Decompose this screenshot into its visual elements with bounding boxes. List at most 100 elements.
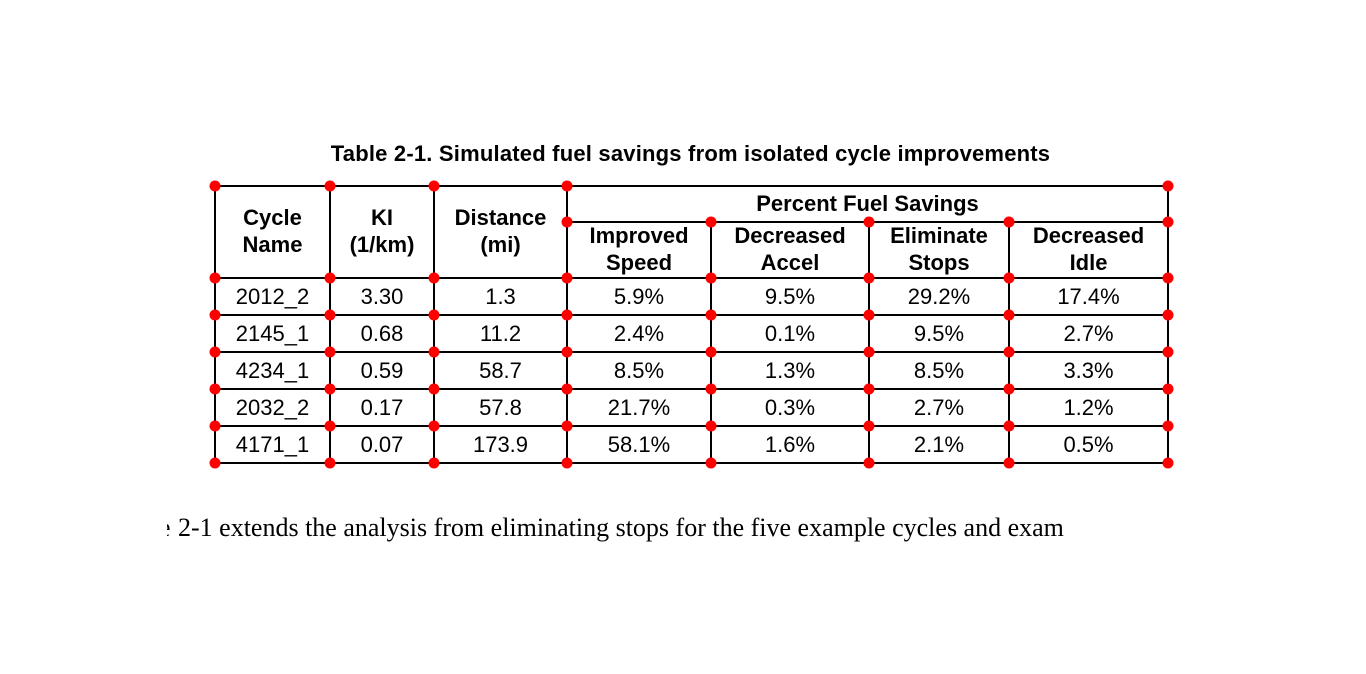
cell-distance: 58.7	[433, 351, 568, 390]
cell-ki: 3.30	[329, 277, 435, 316]
corner-marker-dot[interactable]	[561, 346, 573, 358]
corner-marker-dot[interactable]	[1003, 346, 1015, 358]
cell-distance: 57.8	[433, 388, 568, 427]
corner-marker-dot[interactable]	[561, 216, 573, 228]
corner-marker-dot[interactable]	[1003, 457, 1015, 469]
corner-marker-dot[interactable]	[561, 180, 573, 192]
table-row: 2032_2 0.17 57.8 21.7% 0.3% 2.7% 1.2%	[214, 388, 1170, 427]
corner-marker-dot[interactable]	[705, 216, 717, 228]
cell-distance: 11.2	[433, 314, 568, 353]
corner-marker-dot[interactable]	[209, 180, 221, 192]
cell-eliminate-stops: 8.5%	[868, 351, 1010, 390]
corner-marker-dot[interactable]	[705, 420, 717, 432]
corner-marker-dot[interactable]	[561, 420, 573, 432]
cell-eliminate-stops: 29.2%	[868, 277, 1010, 316]
corner-marker-dot[interactable]	[324, 309, 336, 321]
corner-marker-dot[interactable]	[324, 272, 336, 284]
cell-decreased-accel: 0.1%	[710, 314, 870, 353]
corner-marker-dot[interactable]	[1003, 309, 1015, 321]
corner-marker-dot[interactable]	[705, 457, 717, 469]
table-row: 4234_1 0.59 58.7 8.5% 1.3% 8.5% 3.3%	[214, 351, 1170, 390]
corner-marker-dot[interactable]	[705, 309, 717, 321]
corner-marker-dot[interactable]	[209, 346, 221, 358]
cell-eliminate-stops: 2.7%	[868, 388, 1010, 427]
corner-marker-dot[interactable]	[428, 309, 440, 321]
cell-improved-speed: 8.5%	[566, 351, 712, 390]
corner-marker-dot[interactable]	[1162, 383, 1174, 395]
corner-marker-dot[interactable]	[209, 309, 221, 321]
corner-marker-dot[interactable]	[428, 383, 440, 395]
cell-ki: 0.59	[329, 351, 435, 390]
corner-marker-dot[interactable]	[324, 180, 336, 192]
cell-cycle-name: 2012_2	[214, 277, 331, 316]
corner-marker-dot[interactable]	[428, 457, 440, 469]
col-header-cycle-name: Cycle Name	[214, 185, 331, 279]
table-wrapper: Cycle Name KI (1/km) Distance (mi) Perce…	[209, 180, 1174, 469]
corner-marker-dot[interactable]	[705, 346, 717, 358]
corner-marker-dot[interactable]	[705, 383, 717, 395]
corner-marker-dot[interactable]	[1162, 457, 1174, 469]
corner-marker-dot[interactable]	[1162, 180, 1174, 192]
corner-marker-dot[interactable]	[561, 309, 573, 321]
cell-eliminate-stops: 9.5%	[868, 314, 1010, 353]
cell-decreased-accel: 0.3%	[710, 388, 870, 427]
corner-marker-dot[interactable]	[324, 420, 336, 432]
cell-ki: 0.07	[329, 425, 435, 464]
cell-cycle-name: 4234_1	[214, 351, 331, 390]
corner-marker-dot[interactable]	[428, 272, 440, 284]
cell-cycle-name: 4171_1	[214, 425, 331, 464]
fuel-savings-table: Cycle Name KI (1/km) Distance (mi) Perce…	[214, 185, 1170, 464]
cell-ki: 0.17	[329, 388, 435, 427]
corner-marker-dot[interactable]	[705, 272, 717, 284]
corner-marker-dot[interactable]	[863, 346, 875, 358]
corner-marker-dot[interactable]	[561, 383, 573, 395]
corner-marker-dot[interactable]	[561, 272, 573, 284]
corner-marker-dot[interactable]	[324, 457, 336, 469]
corner-marker-dot[interactable]	[324, 346, 336, 358]
corner-marker-dot[interactable]	[1003, 383, 1015, 395]
corner-marker-dot[interactable]	[209, 383, 221, 395]
corner-marker-dot[interactable]	[1162, 216, 1174, 228]
corner-marker-dot[interactable]	[1162, 272, 1174, 284]
cell-decreased-accel: 9.5%	[710, 277, 870, 316]
corner-marker-dot[interactable]	[324, 383, 336, 395]
cell-decreased-accel: 1.6%	[710, 425, 870, 464]
corner-marker-dot[interactable]	[428, 420, 440, 432]
col-header-decreased-idle: Decreased Idle	[1007, 221, 1170, 279]
cell-decreased-idle: 2.7%	[1007, 314, 1170, 353]
corner-marker-dot[interactable]	[863, 272, 875, 284]
corner-marker-dot[interactable]	[1162, 346, 1174, 358]
cell-distance: 1.3	[433, 277, 568, 316]
table-row: 4171_1 0.07 173.9 58.1% 1.6% 2.1% 0.5%	[214, 425, 1170, 464]
clipped-character: e	[167, 513, 172, 543]
corner-marker-dot[interactable]	[428, 180, 440, 192]
corner-marker-dot[interactable]	[209, 457, 221, 469]
corner-marker-dot[interactable]	[863, 383, 875, 395]
corner-marker-dot[interactable]	[1162, 420, 1174, 432]
col-header-decreased-accel: Decreased Accel	[710, 221, 870, 279]
corner-marker-dot[interactable]	[1162, 309, 1174, 321]
corner-marker-dot[interactable]	[561, 457, 573, 469]
corner-marker-dot[interactable]	[209, 420, 221, 432]
corner-marker-dot[interactable]	[863, 420, 875, 432]
body-text: 2-1 extends the analysis from eliminatin…	[178, 513, 1064, 542]
col-header-eliminate-stops: Eliminate Stops	[868, 221, 1010, 279]
cell-cycle-name: 2145_1	[214, 314, 331, 353]
corner-marker-dot[interactable]	[1003, 420, 1015, 432]
cell-improved-speed: 21.7%	[566, 388, 712, 427]
cell-improved-speed: 2.4%	[566, 314, 712, 353]
cell-cycle-name: 2032_2	[214, 388, 331, 427]
corner-marker-dot[interactable]	[428, 346, 440, 358]
body-paragraph: e2-1 extends the analysis from eliminati…	[167, 513, 1064, 543]
corner-marker-dot[interactable]	[863, 216, 875, 228]
table-row: 2012_2 3.30 1.3 5.9% 9.5% 29.2% 17.4%	[214, 277, 1170, 316]
col-header-ki: KI (1/km)	[329, 185, 435, 279]
corner-marker-dot[interactable]	[1003, 272, 1015, 284]
cell-eliminate-stops: 2.1%	[868, 425, 1010, 464]
corner-marker-dot[interactable]	[1003, 216, 1015, 228]
corner-marker-dot[interactable]	[209, 272, 221, 284]
cell-improved-speed: 5.9%	[566, 277, 712, 316]
corner-marker-dot[interactable]	[863, 457, 875, 469]
corner-marker-dot[interactable]	[863, 309, 875, 321]
cell-ki: 0.68	[329, 314, 435, 353]
